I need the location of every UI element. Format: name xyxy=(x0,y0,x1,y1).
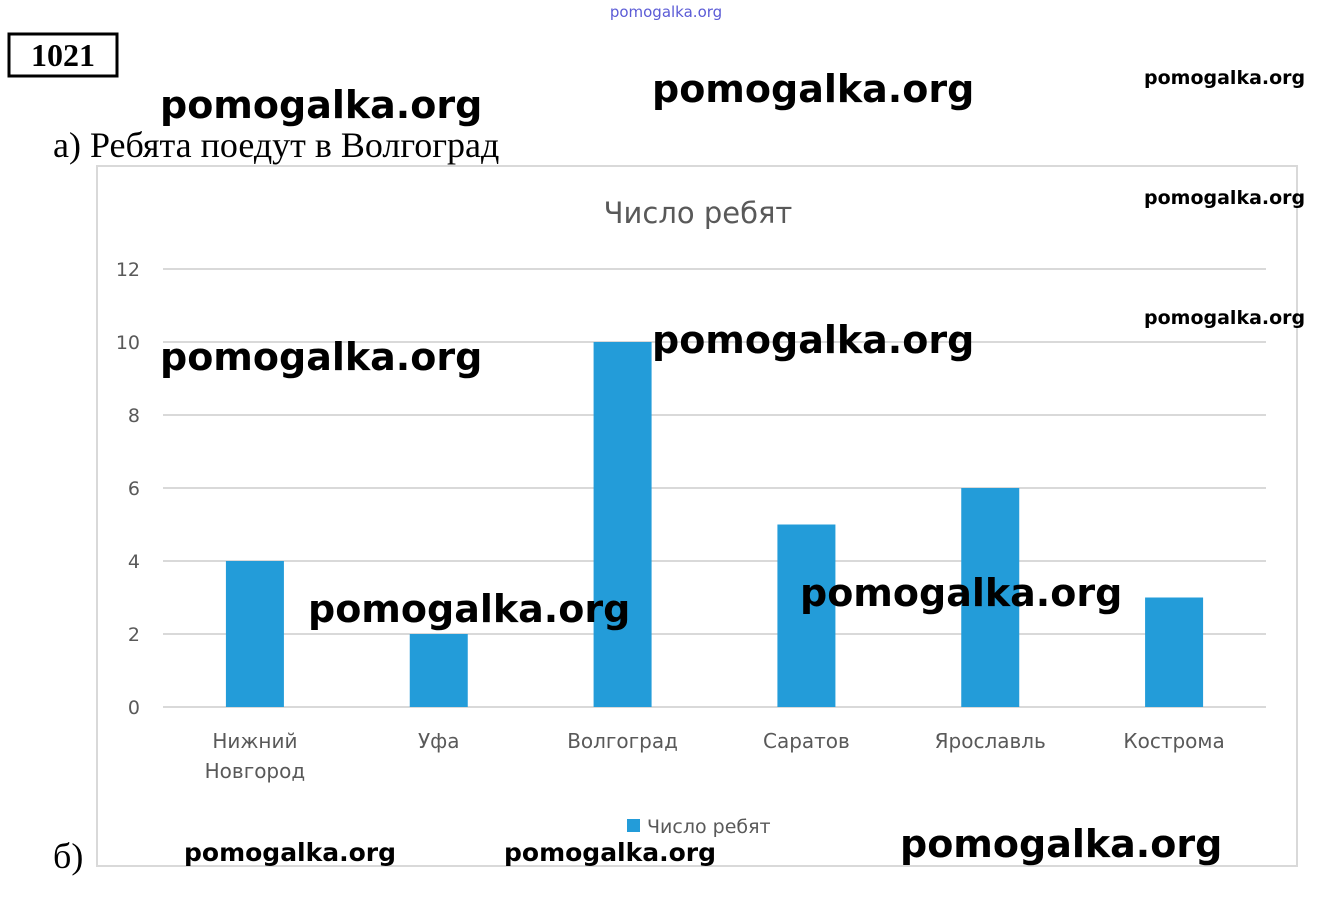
x-tick-label: Ярославль xyxy=(935,729,1046,753)
watermark: pomogalka.org xyxy=(1144,307,1305,329)
y-tick-label: 0 xyxy=(128,697,140,719)
watermark: pomogalka.org xyxy=(900,822,1222,866)
watermark: pomogalka.org xyxy=(610,3,722,21)
watermark: pomogalka.org xyxy=(652,67,974,111)
bar xyxy=(593,342,652,707)
chart-title: Число ребят xyxy=(604,196,793,230)
watermark: pomogalka.org xyxy=(652,318,974,362)
y-tick-label: 10 xyxy=(116,332,140,354)
y-tick-label: 12 xyxy=(116,259,140,281)
number-box xyxy=(7,32,119,78)
watermark: pomogalka.org xyxy=(504,838,716,867)
x-tick-label: Кострома xyxy=(1123,729,1224,753)
legend-label: Число ребят xyxy=(647,816,771,838)
problem-number: 1021 xyxy=(31,37,95,73)
watermark: pomogalka.org xyxy=(308,587,630,631)
legend-swatch xyxy=(627,819,640,832)
x-tick-label: Уфа xyxy=(418,729,460,753)
y-tick-label: 2 xyxy=(128,624,140,646)
bar xyxy=(777,524,836,707)
x-tick-label: Саратов xyxy=(763,729,850,753)
watermark: pomogalka.org xyxy=(184,838,396,867)
bar xyxy=(961,488,1020,707)
bar xyxy=(225,561,284,707)
y-tick-label: 4 xyxy=(128,551,140,573)
bar xyxy=(409,634,468,707)
answer-b: б) xyxy=(53,836,83,876)
watermark: pomogalka.org xyxy=(1144,187,1305,209)
answer-a: а) Ребята поедут в Волгоград xyxy=(53,125,499,165)
x-tick-label: Нижний Новгород xyxy=(205,729,306,783)
x-tick-label: Волгоград xyxy=(567,729,678,753)
watermark: pomogalka.org xyxy=(160,335,482,379)
y-tick-label: 6 xyxy=(128,478,140,500)
watermark: pomogalka.org xyxy=(800,571,1122,615)
bar xyxy=(1145,597,1204,707)
chart-frame xyxy=(96,165,1298,867)
watermark: pomogalka.org xyxy=(160,83,482,127)
y-tick-label: 8 xyxy=(128,405,140,427)
watermark: pomogalka.org xyxy=(1144,67,1305,89)
